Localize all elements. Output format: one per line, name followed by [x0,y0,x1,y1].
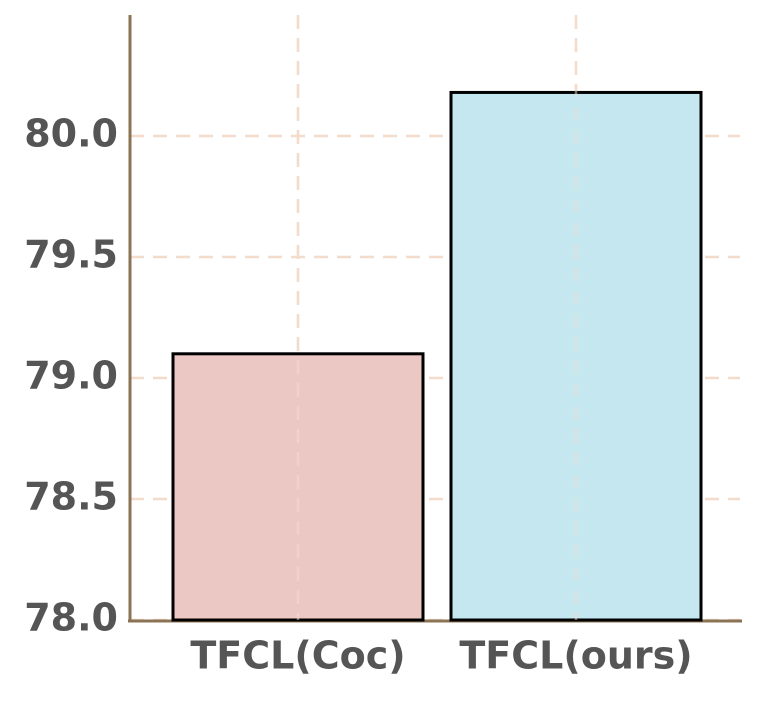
x-tick-label: TFCL(Coc) [190,634,405,678]
y-tick-label: 79.0 [24,354,118,398]
y-tick-label: 78.0 [24,596,118,640]
bar [449,90,703,622]
y-tick-label: 78.5 [24,475,118,519]
x-tick-label: TFCL(ours) [459,634,692,678]
y-tick-label: 80.0 [24,112,118,156]
y-tick-label: 79.5 [24,233,118,277]
